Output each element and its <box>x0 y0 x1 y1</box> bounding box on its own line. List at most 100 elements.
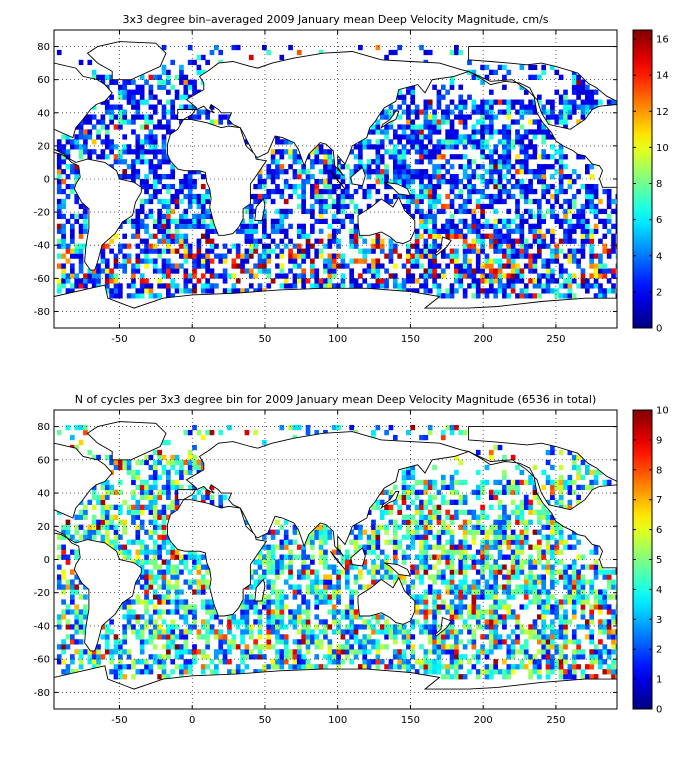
heatmap-bin <box>205 283 210 289</box>
heatmap-bin <box>615 654 617 660</box>
heatmap-bin <box>445 524 451 530</box>
heatmap-bin <box>179 649 184 655</box>
heatmap-bin <box>550 99 555 105</box>
heatmap-bin <box>310 634 315 640</box>
heatmap-bin <box>209 273 215 279</box>
heatmap-bin <box>536 659 542 665</box>
heatmap-bin <box>157 198 162 205</box>
heatmap-bin <box>109 273 114 279</box>
heatmap-bin <box>310 579 315 585</box>
heatmap-bin <box>166 69 171 75</box>
heatmap-bin <box>152 559 158 565</box>
heatmap-bin <box>126 624 132 630</box>
heatmap-bin <box>567 669 573 675</box>
heatmap-bin <box>493 69 499 75</box>
heatmap-bin <box>510 278 516 284</box>
heatmap-bin <box>467 624 472 630</box>
heatmap-bin <box>183 619 189 625</box>
heatmap-bin <box>532 223 538 229</box>
heatmap-bin <box>192 263 197 269</box>
heatmap-bin <box>122 524 128 530</box>
heatmap-bin <box>109 293 114 299</box>
heatmap-bin <box>183 283 189 289</box>
heatmap-bin <box>454 258 459 264</box>
heatmap-bin <box>419 549 424 555</box>
heatmap-bin <box>200 263 206 269</box>
heatmap-bin <box>74 169 80 175</box>
heatmap-bin <box>166 494 171 500</box>
heatmap-bin <box>144 253 149 259</box>
heatmap-bin <box>515 649 520 655</box>
heatmap-bin <box>593 544 599 550</box>
heatmap-bin <box>602 574 608 580</box>
heatmap-bin <box>166 654 171 660</box>
heatmap-bin <box>550 549 555 555</box>
heatmap-bin <box>445 539 451 545</box>
heatmap-bin <box>462 248 468 254</box>
heatmap-bin <box>161 154 167 160</box>
heatmap-bin <box>118 604 123 610</box>
heatmap-bin <box>493 198 499 205</box>
heatmap-bin <box>401 654 407 660</box>
heatmap-bin <box>397 544 402 550</box>
heatmap-bin <box>104 539 110 545</box>
heatmap-bin <box>480 144 485 150</box>
heatmap-bin <box>436 183 442 190</box>
heatmap-bin <box>231 44 237 51</box>
heatmap-bin <box>248 654 254 660</box>
heatmap-bin <box>139 183 145 190</box>
heatmap-bin <box>510 559 516 565</box>
heatmap-bin <box>432 624 437 630</box>
heatmap-bin <box>432 534 437 540</box>
heatmap-bin <box>580 283 586 289</box>
heatmap-bin <box>148 149 154 155</box>
heatmap-bin <box>74 584 80 590</box>
heatmap-bin <box>554 649 560 655</box>
heatmap-bin <box>244 233 250 239</box>
heatmap-bin <box>571 579 577 585</box>
heatmap-bin <box>166 504 171 510</box>
heatmap-bin <box>384 504 389 510</box>
heatmap-bin <box>279 559 285 565</box>
heatmap-bin <box>200 283 206 289</box>
x-tick-label: 0 <box>189 334 195 345</box>
heatmap-bin <box>462 529 468 535</box>
heatmap-bin <box>445 549 451 555</box>
heatmap-bin <box>436 659 442 665</box>
heatmap-bin <box>231 273 237 279</box>
heatmap-bin <box>406 208 411 215</box>
heatmap-bin <box>340 559 346 565</box>
heatmap-bin <box>266 579 272 585</box>
heatmap-bin <box>563 198 568 205</box>
heatmap-bin <box>567 114 573 120</box>
heatmap-bin <box>615 634 617 640</box>
heatmap-bin <box>344 624 350 630</box>
heatmap-bin <box>135 253 141 259</box>
heatmap-bin <box>440 604 446 610</box>
heatmap-bin <box>392 534 398 540</box>
heatmap-bin <box>353 654 359 660</box>
heatmap-bin <box>532 599 538 605</box>
heatmap-bin <box>523 193 529 200</box>
heatmap-bin <box>183 223 189 229</box>
heatmap-bin <box>519 124 525 130</box>
heatmap-bin <box>445 179 451 185</box>
heatmap-bin <box>83 624 88 630</box>
heatmap-bin <box>144 494 149 500</box>
heatmap-bin <box>571 634 577 640</box>
heatmap-bin <box>388 149 394 155</box>
heatmap-bin <box>253 273 258 279</box>
heatmap-bin <box>65 218 71 224</box>
heatmap-bin <box>349 604 354 610</box>
heatmap-bin <box>593 203 599 210</box>
heatmap-bin <box>262 253 267 259</box>
heatmap-bin <box>118 124 123 130</box>
heatmap-bin <box>209 228 215 234</box>
heatmap-bin <box>275 624 280 630</box>
heatmap-bin <box>148 208 154 215</box>
heatmap-bin <box>257 268 263 274</box>
heatmap-bin <box>257 669 263 675</box>
heatmap-bin <box>262 534 267 540</box>
heatmap-bin <box>506 193 512 200</box>
heatmap-bin <box>279 54 285 61</box>
